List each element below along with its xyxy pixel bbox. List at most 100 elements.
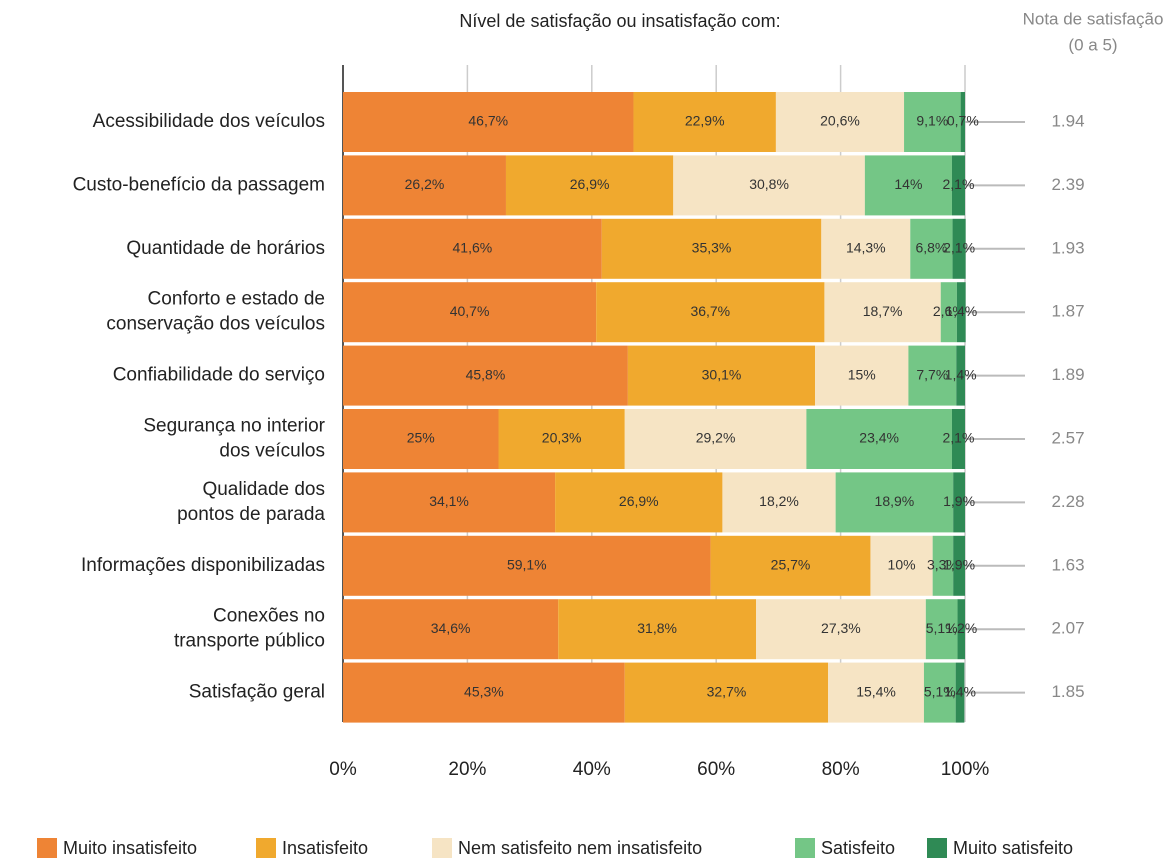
legend-label: Muito insatisfeito	[63, 838, 197, 858]
score: 2.07	[1051, 619, 1084, 638]
bar-segment	[955, 662, 965, 723]
score: 2.39	[1051, 175, 1084, 194]
value-label: 15%	[848, 366, 876, 382]
bar-segment	[756, 599, 926, 660]
score: 1.85	[1051, 682, 1084, 701]
value-label: 45,3%	[464, 683, 504, 699]
value-label: 1,9%	[943, 557, 975, 573]
legend-label: Muito satisfeito	[953, 838, 1073, 858]
value-label: 31,8%	[637, 620, 677, 636]
bar-segment	[343, 599, 559, 660]
bar-segment	[505, 155, 674, 216]
bar-segment	[824, 282, 941, 343]
bar-segment	[925, 599, 958, 660]
y-tick-label: Conforto e estado de conservação dos veíc…	[106, 289, 325, 335]
y-tick-label-line: Qualidade dos	[202, 479, 325, 500]
value-label: 18,2%	[759, 493, 799, 509]
bar-segment	[343, 662, 625, 723]
y-tick-label: Satisfação geral	[189, 682, 325, 703]
value-label: 34,6%	[431, 620, 471, 636]
y-tick-label-line: transporte público	[174, 631, 325, 652]
value-label: 2,1%	[943, 430, 975, 446]
score: 2.28	[1051, 492, 1084, 511]
value-label: 40,7%	[450, 303, 490, 319]
bar-segment	[710, 535, 871, 596]
y-tick-label-line: Segurança no interior	[143, 416, 325, 437]
value-label: 59,1%	[507, 557, 547, 573]
y-tick-label: Confiabilidade do serviço	[113, 365, 325, 386]
value-label: 18,9%	[875, 493, 915, 509]
bar-segment	[864, 155, 952, 216]
value-label: 1,4%	[944, 683, 976, 699]
y-tick-label: Custo-benefício da passagem	[73, 174, 325, 195]
bar-segment	[343, 155, 506, 216]
value-label: 34,1%	[429, 493, 469, 509]
value-label: 36,7%	[690, 303, 730, 319]
value-label: 9,1%	[916, 113, 948, 129]
value-label: 26,9%	[619, 493, 659, 509]
value-label: 1,9%	[943, 493, 975, 509]
score: 2.57	[1051, 428, 1084, 447]
bar-segment	[835, 472, 954, 533]
bar-segment	[952, 218, 966, 279]
score: 1.93	[1051, 238, 1084, 257]
legend-swatch	[256, 838, 276, 858]
value-label: 46,7%	[468, 113, 508, 129]
value-label: 41,6%	[453, 240, 493, 256]
value-label: 1,4%	[945, 303, 977, 319]
y-tick-label: Quantidade de horários	[126, 238, 325, 259]
bar-segment	[956, 345, 965, 406]
bar-segment	[923, 662, 956, 723]
bar-segment	[908, 345, 957, 406]
legend-swatch	[927, 838, 947, 858]
value-label: 14,3%	[846, 240, 886, 256]
value-label: 26,2%	[405, 176, 445, 192]
bar-segment	[775, 92, 905, 152]
score: 1.87	[1051, 302, 1084, 321]
legend-label: Nem satisfeito nem insatisfeito	[458, 838, 702, 858]
y-tick-label-line: conservação dos veículos	[106, 314, 325, 335]
bar-segment	[624, 662, 829, 723]
bar-segment	[624, 409, 807, 469]
bar-segment	[904, 92, 961, 152]
value-label: 27,3%	[821, 620, 861, 636]
value-label: 45,8%	[466, 366, 506, 382]
bar-segment	[343, 409, 499, 469]
legend-swatch	[432, 838, 452, 858]
bar-segment	[870, 535, 933, 596]
value-label: 22,9%	[685, 113, 725, 129]
score: 1.63	[1051, 555, 1084, 574]
value-label: 2,1%	[943, 176, 975, 192]
bar-segment	[806, 409, 952, 469]
score-title: (0 a 5)	[1068, 35, 1117, 54]
x-tick-label: 80%	[822, 759, 860, 780]
bar-segment	[957, 599, 965, 660]
value-label: 10%	[888, 557, 916, 573]
bar-segment	[953, 472, 965, 533]
y-tick-label: Acessibilidade dos veículos	[93, 111, 325, 132]
value-label: 35,3%	[692, 240, 732, 256]
bar-segment	[940, 282, 957, 343]
y-tick-label-line: Satisfação geral	[189, 682, 325, 703]
bar-segment	[722, 472, 836, 533]
bar-segment	[815, 345, 909, 406]
value-label: 5,1%	[924, 683, 956, 699]
score: 1.89	[1051, 365, 1084, 384]
y-tick-label: Qualidade dos pontos de parada	[177, 479, 325, 525]
value-label: 15,4%	[856, 683, 896, 699]
legend-swatch	[795, 838, 815, 858]
bar-segment	[828, 662, 924, 723]
chart-title: Nível de satisfação ou insatisfação com:	[459, 11, 780, 31]
value-label: 30,8%	[749, 176, 789, 192]
y-tick-label: Segurança no interior dos veículos	[143, 416, 325, 462]
value-label: 7,7%	[916, 366, 948, 382]
legend-swatch	[37, 838, 57, 858]
bar-segment	[821, 218, 911, 279]
y-tick-label-line: Acessibilidade dos veículos	[93, 111, 325, 132]
x-tick-label: 0%	[329, 759, 357, 780]
y-tick-label-line: Conforto e estado de	[148, 289, 325, 310]
bar-segment	[633, 92, 776, 152]
bar-segment	[343, 472, 556, 533]
y-tick-label-line: Custo-benefício da passagem	[73, 174, 325, 195]
